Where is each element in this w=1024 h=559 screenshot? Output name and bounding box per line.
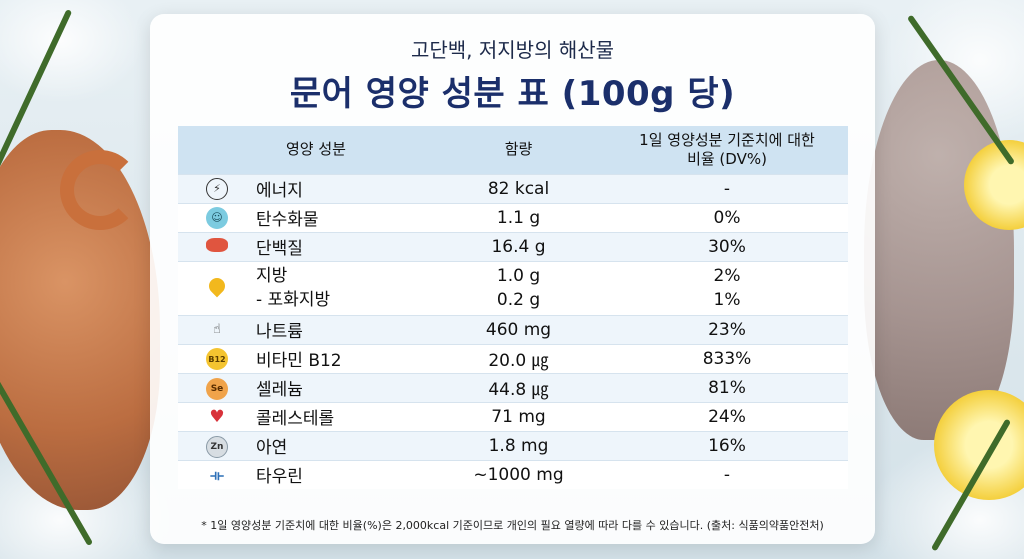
octopus-right-image — [864, 60, 1014, 440]
nutrient-name: 에너지 — [256, 173, 431, 203]
nutrient-amount: 460 mg — [431, 314, 606, 344]
zinc-icon: Zn — [206, 435, 228, 458]
octopus-tentacle-curl — [60, 150, 140, 230]
nutrient-name: 나트륨 — [256, 314, 431, 344]
nutrient-dv: 16% — [606, 430, 848, 460]
nutrient-dv: 24% — [606, 401, 848, 431]
nutrient-dv: - — [606, 459, 848, 489]
nutrient-amount: 44.8 ㎍ — [431, 372, 606, 402]
card-subtitle: 고단백, 저지방의 해산물 — [410, 38, 615, 62]
nutrient-amount: 1.8 mg — [431, 430, 606, 460]
nutrient-name: 비타민 B12 — [256, 343, 431, 373]
nutrient-subamount: 0.2 g — [496, 290, 541, 310]
nutrient-amount: 82 kcal — [431, 173, 606, 203]
table-row: ⟛ 타우린 ~1000 mg - — [178, 459, 848, 489]
footnote: * 1일 영양성분 기준치에 대한 비율(%)은 2,000kcal 기준이므로… — [201, 519, 824, 532]
heart-pulse-icon: ♥ — [209, 406, 225, 427]
fat-drop-icon — [205, 274, 229, 297]
dumbbell-icon: ⟛ — [210, 465, 224, 484]
nutrient-amount: 1.1 g — [431, 202, 606, 232]
header-dv: 1일 영양성분 기준치에 대한 비율 (DV%) — [606, 126, 848, 174]
nutrient-amount: ~1000 mg — [431, 459, 606, 489]
nutrient-amount: 16.4 g — [431, 231, 606, 261]
lightning-icon: ⚡ — [206, 177, 228, 200]
nutrition-card: 고단백, 저지방의 해산물 문어 영양 성분 표 (100g 당) 영양 성분 … — [150, 14, 875, 544]
table-row: 지방 - 포화지방 1.0 g 0.2 g 2% 1% — [178, 260, 848, 315]
lemon-slice-bottom — [934, 390, 1024, 500]
nutrient-dv: 30% — [606, 231, 848, 261]
carbohydrate-icon: ☺ — [206, 206, 228, 229]
sodium-hand-icon: ☝ — [213, 322, 221, 338]
nutrient-amount: 71 mg — [431, 401, 606, 431]
b12-icon: B12 — [206, 348, 228, 371]
nutrient-name: 셀레늄 — [256, 372, 431, 402]
nutrient-dv: 81% — [606, 372, 848, 402]
nutrient-amount: 1.0 g — [496, 266, 541, 286]
nutrient-name: 콜레스테롤 — [256, 401, 431, 431]
table-row: ⚡ 에너지 82 kcal - — [178, 173, 848, 203]
nutrient-name: 타우린 — [256, 459, 431, 489]
nutrient-dv: 833% — [606, 343, 848, 373]
nutrient-subdv: 1% — [713, 290, 741, 310]
nutrient-name: 아연 — [256, 430, 431, 460]
protein-icon — [206, 237, 228, 252]
nutrient-name: 지방 — [256, 266, 288, 286]
table-row: ♥ 콜레스테롤 71 mg 24% — [178, 401, 848, 431]
nutrient-name: 탄수화물 — [256, 202, 431, 232]
selenium-icon: Se — [206, 377, 228, 400]
header-icon-spacer — [178, 126, 256, 174]
header-nutrient: 영양 성분 — [256, 126, 431, 174]
nutrient-dv: - — [606, 173, 848, 203]
nutrient-name: 단백질 — [256, 231, 431, 261]
table-row: 단백질 16.4 g 30% — [178, 231, 848, 261]
table-row: Zn 아연 1.8 mg 16% — [178, 430, 848, 460]
table-row: B12 비타민 B12 20.0 ㎍ 833% — [178, 343, 848, 373]
header-amount: 함량 — [431, 126, 606, 174]
table-row: Se 셀레늄 44.8 ㎍ 81% — [178, 372, 848, 402]
table-row: ☺ 탄수화물 1.1 g 0% — [178, 202, 848, 232]
nutrition-table: 영양 성분 함량 1일 영양성분 기준치에 대한 비율 (DV%) ⚡ 에너지 … — [178, 126, 848, 489]
card-title: 문어 영양 성분 표 (100g 당) — [289, 74, 736, 114]
nutrient-dv: 0% — [606, 202, 848, 232]
nutrient-amount: 20.0 ㎍ — [431, 343, 606, 373]
table-header-row: 영양 성분 함량 1일 영양성분 기준치에 대한 비율 (DV%) — [178, 126, 848, 174]
nutrient-subname: - 포화지방 — [256, 290, 331, 310]
nutrient-dv: 2% — [713, 266, 741, 286]
table-row: ☝ 나트륨 460 mg 23% — [178, 314, 848, 344]
nutrient-dv: 23% — [606, 314, 848, 344]
